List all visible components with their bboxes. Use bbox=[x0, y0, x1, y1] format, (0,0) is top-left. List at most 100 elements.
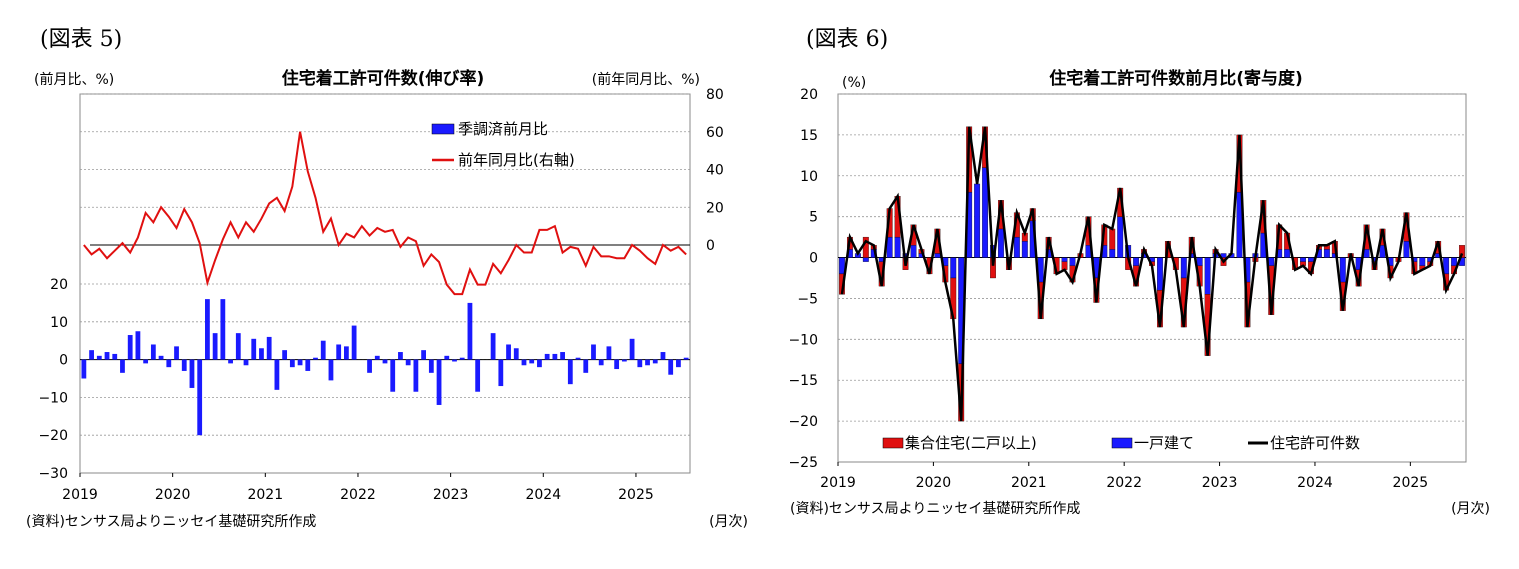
right-tick-label: 0 bbox=[706, 238, 715, 254]
series-line bbox=[83, 131, 687, 296]
x-tick-label: 2022 bbox=[1106, 475, 1142, 491]
bar-single bbox=[1061, 257, 1068, 262]
bar bbox=[467, 302, 473, 360]
bar bbox=[498, 359, 504, 387]
x-tick-label: 2020 bbox=[916, 475, 952, 491]
bar bbox=[89, 350, 94, 360]
bar bbox=[629, 338, 635, 360]
bar-single bbox=[1117, 216, 1124, 258]
figure-6-label: (図表 6) bbox=[806, 27, 888, 52]
bar bbox=[266, 336, 272, 360]
series-line-total bbox=[840, 126, 1464, 422]
bar bbox=[305, 359, 311, 371]
bar bbox=[591, 344, 596, 360]
bar bbox=[189, 359, 195, 388]
bar-single bbox=[1109, 249, 1116, 258]
bar bbox=[413, 359, 419, 392]
bar-single bbox=[1300, 257, 1306, 262]
bar-single bbox=[1308, 257, 1314, 262]
y-tick-label: −15 bbox=[788, 373, 818, 389]
bar bbox=[560, 352, 565, 360]
figure-5-left-ticks: 20 10 0 −10 −20 −30 bbox=[38, 277, 68, 482]
figure-6-xunit: (月次) bbox=[1451, 501, 1490, 517]
bar bbox=[452, 359, 457, 362]
bar bbox=[459, 357, 465, 360]
right-tick-label: 20 bbox=[706, 200, 724, 216]
x-tick-label: 2021 bbox=[1011, 475, 1047, 491]
bar bbox=[645, 359, 650, 366]
bar-single bbox=[1451, 257, 1458, 266]
figure-5-ylabel-right: (前年同月比、%) bbox=[592, 71, 700, 88]
bar-single bbox=[886, 236, 893, 258]
bar bbox=[274, 359, 280, 390]
bar-single bbox=[1363, 249, 1370, 258]
bar bbox=[567, 359, 573, 385]
bar bbox=[621, 359, 627, 362]
bar bbox=[436, 359, 442, 405]
bar bbox=[637, 359, 643, 368]
bar bbox=[490, 333, 496, 360]
x-tick-label: 2021 bbox=[247, 487, 283, 503]
bar bbox=[228, 359, 233, 364]
bar bbox=[683, 357, 689, 360]
bar bbox=[428, 359, 434, 373]
legend-label-multi: 集合住宅(二戸以上) bbox=[905, 434, 1037, 452]
figure-5-ylabel-left: (前月比、%) bbox=[34, 71, 114, 88]
bar bbox=[112, 353, 118, 360]
y-tick-label: 0 bbox=[809, 251, 818, 267]
figure-6-y-ticks: 20 15 10 5 0 −5 −10 −15 −20 −25 bbox=[788, 87, 818, 471]
x-tick-label: 2022 bbox=[340, 487, 376, 503]
left-tick-label: −10 bbox=[38, 390, 68, 406]
bar bbox=[475, 359, 481, 392]
y-tick-label: −25 bbox=[788, 455, 818, 471]
bar bbox=[259, 348, 264, 360]
figure-5-title: 住宅着工許可件数(伸び率) bbox=[282, 68, 485, 89]
bar bbox=[174, 346, 179, 360]
bar-single bbox=[894, 236, 901, 258]
bar bbox=[405, 359, 411, 366]
left-tick-label: 20 bbox=[50, 277, 68, 293]
figure-5-legend: 季調済前月比 前年同月比(右軸) bbox=[431, 120, 575, 169]
y-tick-label: −20 bbox=[788, 414, 818, 430]
bar-single bbox=[910, 245, 917, 258]
bar bbox=[96, 355, 102, 360]
bar bbox=[660, 352, 666, 360]
legend-label-mom: 季調済前月比 bbox=[458, 120, 548, 138]
bar bbox=[150, 344, 156, 360]
bar-single bbox=[1157, 257, 1163, 291]
x-tick-label: 2025 bbox=[618, 487, 654, 503]
bar bbox=[598, 359, 604, 366]
figure-6-legend: 集合住宅(二戸以上) 一戸建て 住宅許可件数 bbox=[882, 434, 1360, 452]
y-tick-label: −10 bbox=[788, 332, 818, 348]
bar bbox=[398, 352, 403, 360]
right-tick-label: 80 bbox=[706, 87, 724, 103]
bar bbox=[313, 357, 318, 360]
bar-single bbox=[1069, 257, 1076, 266]
bar bbox=[336, 344, 342, 360]
figure-5-plot-frame bbox=[79, 93, 691, 474]
bar bbox=[328, 359, 334, 381]
bar bbox=[351, 325, 357, 360]
bar bbox=[382, 359, 388, 364]
bar bbox=[606, 346, 612, 360]
bar-single bbox=[950, 257, 957, 279]
y-tick-label: 15 bbox=[800, 128, 818, 144]
bar bbox=[367, 359, 372, 373]
bar bbox=[344, 346, 349, 360]
bar bbox=[529, 359, 535, 364]
bar-single bbox=[998, 228, 1004, 258]
bar bbox=[320, 340, 326, 360]
bar-single bbox=[1419, 257, 1426, 266]
y-tick-label: 5 bbox=[809, 210, 818, 226]
bar bbox=[135, 331, 141, 360]
figure-5-right-ticks: 80 60 40 20 0 bbox=[706, 87, 724, 254]
left-tick-label: −30 bbox=[38, 466, 68, 482]
bar-single bbox=[1021, 241, 1028, 258]
bar bbox=[544, 353, 550, 360]
bar bbox=[220, 299, 226, 360]
x-tick-label: 2025 bbox=[1393, 475, 1429, 491]
bar-single bbox=[1196, 257, 1203, 266]
bar-single bbox=[1268, 257, 1275, 266]
bar bbox=[614, 359, 620, 370]
bar bbox=[537, 359, 542, 368]
